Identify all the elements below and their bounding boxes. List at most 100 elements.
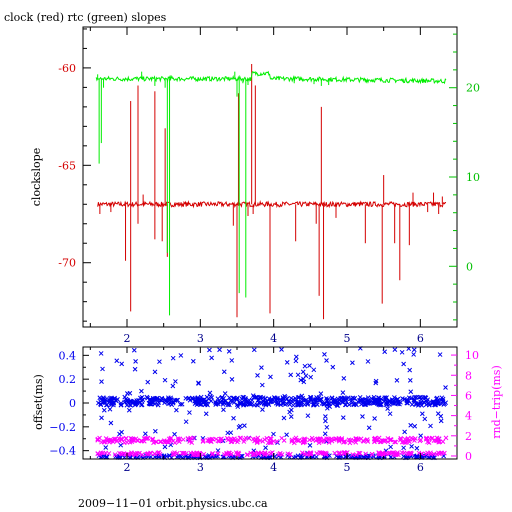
offset-point [276, 453, 281, 459]
offset-point [268, 398, 274, 404]
offset-point [249, 397, 255, 403]
offset-point [279, 347, 284, 352]
round-trip-point [209, 452, 215, 457]
offset-point [340, 390, 346, 395]
offset-point [335, 396, 341, 402]
offset-point [104, 398, 110, 403]
x-tick-label: 5 [344, 461, 351, 474]
round-trip-point [386, 450, 392, 456]
offset-point [275, 400, 281, 406]
offset-point [192, 398, 198, 404]
offset-point [339, 395, 345, 401]
right-y-tick-label: 0 [465, 450, 472, 463]
round-trip-point [188, 435, 193, 441]
round-trip-point [127, 439, 133, 445]
round-trip-point [234, 451, 240, 457]
offset-point [112, 396, 117, 402]
offset-point [369, 396, 374, 401]
round-trip-point [232, 436, 237, 442]
offset-point [144, 394, 150, 400]
offset-point [111, 402, 116, 408]
round-trip-point [143, 436, 148, 441]
round-trip-point [403, 440, 408, 446]
offset-point [307, 394, 313, 400]
y-axis-label: clockslope [30, 148, 43, 206]
offset-point [137, 399, 143, 405]
round-trip-point [256, 451, 261, 457]
offset-point [170, 383, 176, 389]
offset-point [390, 400, 396, 405]
round-trip-point [187, 439, 192, 444]
offset-point [303, 373, 309, 379]
offset-point [230, 396, 236, 401]
round-trip-point [246, 435, 252, 441]
offset-point [361, 400, 366, 406]
right-y-tick-label: 20 [466, 82, 480, 95]
offset-point [409, 402, 415, 407]
round-trip-point [353, 452, 359, 458]
round-trip-point [103, 450, 108, 456]
round-trip-point [125, 451, 130, 457]
round-trip-point [176, 439, 182, 444]
offset-point [438, 418, 444, 424]
offset-point [104, 402, 110, 408]
round-trip-point [399, 450, 405, 455]
offset-point [219, 394, 225, 400]
offset-point [293, 354, 299, 360]
offset-point [330, 398, 336, 404]
offset-point [350, 360, 355, 366]
offset-point [324, 358, 329, 363]
offset-point [226, 349, 232, 354]
offset-point [208, 394, 213, 399]
offset-point [408, 389, 414, 395]
right-y-tick-label: 4 [465, 410, 472, 423]
offset-point [401, 445, 406, 451]
offset-point [97, 395, 103, 401]
offset-point [173, 379, 178, 384]
round-trip-point [301, 437, 306, 442]
y-tick-label: 0.4 [59, 349, 77, 362]
offset-point [322, 352, 327, 357]
offset-point [174, 407, 179, 413]
offset-point [255, 402, 261, 408]
offset-point [190, 358, 196, 364]
series-rtc-slope [95, 70, 447, 316]
offset-point [175, 453, 181, 459]
offset-point [266, 396, 272, 401]
offset-point [443, 385, 448, 390]
offset-point [411, 352, 417, 357]
round-trip-point [306, 451, 312, 457]
offset-point [221, 369, 227, 375]
offset-point [289, 398, 294, 404]
offset-point [385, 406, 390, 411]
offset-point [408, 422, 414, 428]
round-trip-point [128, 436, 134, 441]
y-tick-label: 0.2 [59, 373, 77, 386]
round-trip-point [215, 438, 221, 444]
offset-point [126, 407, 132, 413]
offset-point [98, 402, 104, 408]
round-trip-point [326, 437, 332, 443]
round-trip-point [398, 435, 404, 441]
round-trip-point [267, 440, 273, 445]
offset-point [166, 397, 172, 403]
offset-point [287, 402, 293, 407]
round-trip-point [357, 450, 363, 456]
round-trip-point [97, 435, 102, 441]
offset-point [298, 377, 304, 383]
offset-point [119, 361, 125, 367]
x-tick-label: 6 [417, 461, 424, 474]
round-trip-point [200, 439, 206, 444]
offset-point [132, 366, 138, 372]
offset-point [295, 372, 301, 378]
round-trip-point [360, 438, 366, 444]
offset-point [409, 444, 414, 449]
offset-point [242, 423, 247, 429]
offset-point [114, 358, 120, 364]
offset-point [305, 402, 310, 407]
offset-point [123, 396, 129, 402]
offset-point [127, 402, 133, 408]
offset-point [236, 425, 242, 430]
round-trip-point [135, 438, 141, 444]
offset-point [131, 347, 137, 353]
